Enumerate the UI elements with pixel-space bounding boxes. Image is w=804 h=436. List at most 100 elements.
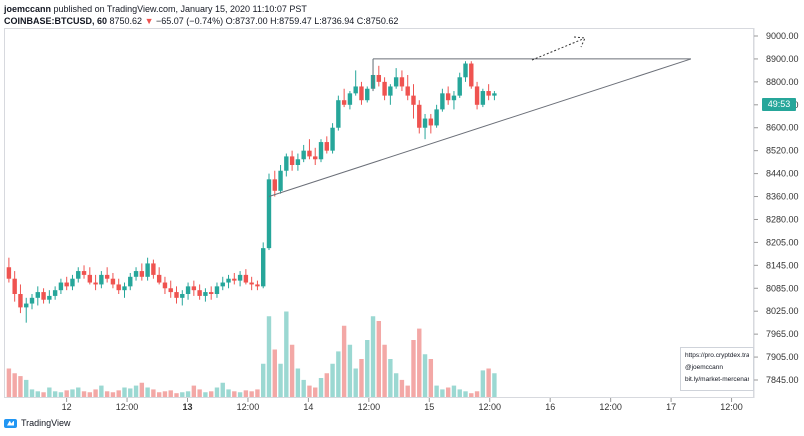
- volume-bar: [393, 373, 399, 397]
- candle-body: [162, 282, 168, 289]
- price-tick-label: 9000.00: [766, 31, 799, 41]
- ohlc-line: COINBASE:BTCUSD, 60 8750.62 ▼ −65.07 (−0…: [4, 15, 398, 27]
- volume-bar: [197, 389, 202, 397]
- candle-body: [255, 284, 260, 287]
- candle-body: [174, 292, 179, 298]
- volume-bar: [474, 391, 480, 397]
- candle-body: [388, 86, 393, 96]
- down-arrow-icon: ▼: [144, 16, 154, 26]
- time-tick-label: 12: [62, 402, 72, 412]
- volume-bar: [116, 390, 121, 397]
- volume-bar: [295, 368, 301, 397]
- volume-bar: [451, 385, 457, 397]
- time-tick-label: 12:00: [116, 402, 139, 412]
- candle-layer: [6, 58, 497, 323]
- volume-bar: [122, 387, 127, 397]
- candle-body: [272, 179, 277, 191]
- candle-body: [353, 86, 358, 94]
- volume-bar: [255, 389, 260, 397]
- candle-body: [463, 63, 468, 78]
- candle-body: [440, 93, 445, 110]
- info-link-url[interactable]: https://pro.cryptdex.trade: [685, 352, 749, 359]
- candle-body: [58, 282, 64, 291]
- volume-bar: [347, 344, 353, 397]
- time-tick-label: 13: [182, 402, 192, 412]
- candle-body: [330, 127, 335, 151]
- current-price-tag: 49:53: [762, 98, 796, 111]
- candle-body: [445, 93, 451, 101]
- volume-bar: [463, 391, 468, 397]
- candle-body: [341, 100, 347, 105]
- candle-body: [122, 286, 127, 291]
- volume-bar: [76, 387, 81, 397]
- candle-body: [289, 156, 295, 165]
- low-value: L:8736.94: [314, 16, 355, 26]
- volume-bar: [208, 391, 214, 397]
- volume-bar: [336, 351, 341, 397]
- volume-bar: [301, 379, 306, 397]
- open-value: O:8737.00: [225, 16, 268, 26]
- candle-body: [284, 156, 289, 171]
- volume-bar: [411, 340, 416, 397]
- volume-bar: [156, 392, 162, 397]
- volume-bar: [47, 387, 52, 397]
- candle-body: [208, 292, 214, 294]
- volume-bar: [388, 359, 393, 397]
- info-link-short[interactable]: bit.ly/market-mercenaries: [685, 376, 749, 383]
- volume-bar: [370, 316, 376, 397]
- candle-body: [185, 286, 191, 294]
- volume-layer: [6, 311, 497, 397]
- volume-bar: [41, 392, 46, 397]
- candle-body: [434, 109, 439, 126]
- candle-body: [6, 267, 12, 279]
- time-tick-label: 12:00: [720, 402, 743, 412]
- volume-bar: [266, 316, 272, 397]
- candle-body: [133, 271, 139, 277]
- candle-body: [220, 282, 225, 287]
- volume-bar: [422, 354, 428, 397]
- info-handle[interactable]: @joemccann: [685, 364, 724, 371]
- candle-body: [47, 295, 52, 300]
- author-name[interactable]: joemccann: [4, 4, 52, 14]
- candle-body: [139, 271, 145, 277]
- candle-body: [336, 100, 341, 128]
- volume-bar: [110, 392, 116, 397]
- volume-bar: [405, 385, 410, 397]
- price-tick-label: 8440.00: [766, 169, 799, 179]
- candle-body: [422, 118, 428, 128]
- price-tick-label: 8600.00: [766, 123, 799, 133]
- candle-body: [81, 271, 87, 275]
- last-price: 8750.62: [109, 16, 143, 26]
- candle-body: [324, 142, 329, 151]
- price-tick-label: 8520.00: [766, 146, 799, 156]
- time-tick-label: 16: [545, 402, 555, 412]
- publish-info: published on TradingView.com, January 15…: [53, 4, 307, 14]
- volume-bar: [365, 340, 370, 397]
- volume-bar: [151, 389, 156, 397]
- candle-body: [347, 93, 353, 105]
- close-value: C:8750.62: [356, 16, 399, 26]
- volume-bar: [237, 392, 243, 397]
- price-change: −65.07 (−0.74%): [156, 16, 224, 26]
- candle-body: [486, 91, 491, 96]
- candle-body: [313, 156, 318, 160]
- candle-body: [376, 74, 382, 82]
- price-tick-label: 8205.00: [766, 237, 799, 247]
- candle-body: [417, 104, 422, 128]
- volume-bar: [81, 391, 87, 397]
- candle-body: [301, 150, 306, 160]
- volume-bar: [87, 392, 93, 397]
- volume-bar: [272, 349, 277, 397]
- candle-body: [365, 88, 370, 101]
- volume-bar: [492, 373, 497, 397]
- volume-bar: [428, 359, 434, 397]
- brand-name[interactable]: TradingView: [21, 418, 71, 428]
- volume-bar: [35, 391, 40, 397]
- candle-body: [278, 170, 283, 191]
- volume-bar: [289, 344, 295, 397]
- volume-bar: [353, 368, 358, 397]
- volume-bar: [318, 378, 324, 397]
- projection-arrow: [531, 38, 584, 61]
- volume-bar: [226, 389, 231, 397]
